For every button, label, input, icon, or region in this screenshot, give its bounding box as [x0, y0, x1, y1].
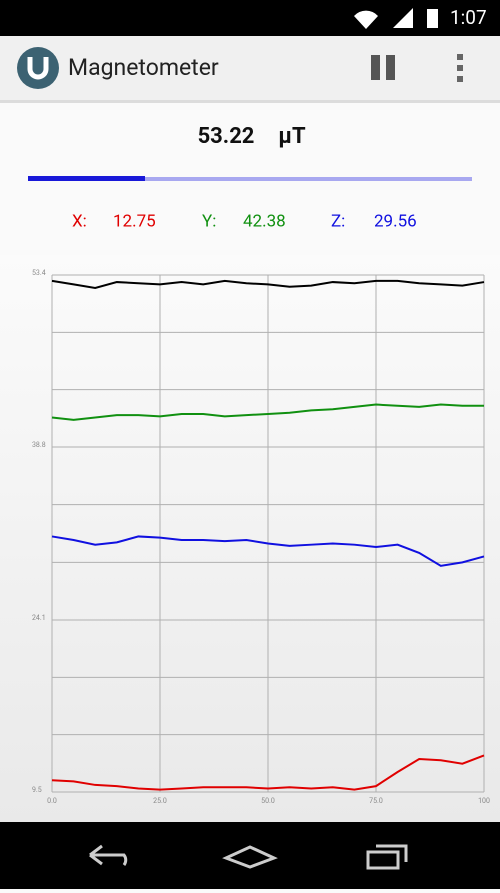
menu-dot: [457, 76, 463, 82]
pause-bar: [386, 55, 395, 80]
overflow-menu[interactable]: [457, 54, 463, 82]
progress-fill: [28, 176, 145, 181]
progress-track: [28, 177, 472, 181]
axis-label: Y:: [202, 211, 216, 231]
x-tick-label: 100: [478, 797, 490, 805]
y-tick-label: 53.4: [32, 269, 46, 277]
clock: 1:07: [450, 6, 487, 29]
series-line: [51, 535, 485, 567]
series-line: [51, 403, 484, 421]
axis-value: 42.38: [243, 211, 286, 231]
menu-dot: [457, 65, 463, 71]
signal-icon: [393, 8, 413, 28]
series-line: [51, 754, 485, 791]
magnet-glyph: [27, 57, 49, 80]
back-button[interactable]: [89, 844, 128, 866]
chart-background: [0, 255, 500, 822]
wifi-icon: [354, 10, 378, 29]
x-tick-label: 50.0: [261, 797, 275, 805]
y-tick-label: 38.8: [32, 441, 46, 449]
menu-dot: [457, 54, 463, 60]
app-icon[interactable]: [17, 47, 59, 89]
series-line: [51, 279, 485, 289]
reading-unit: μT: [278, 124, 306, 149]
recents-back: [376, 844, 408, 862]
y-tick-label: 9.5: [32, 786, 42, 794]
nav-bar: [0, 822, 500, 889]
axis-label: Z:: [331, 211, 345, 231]
home-button[interactable]: [222, 845, 278, 869]
x-tick-label: 25.0: [153, 797, 167, 805]
app-title: Magnetometer: [68, 54, 219, 81]
recents-front: [366, 850, 400, 870]
x-tick-label: 75.0: [369, 797, 383, 805]
axis-value: 12.75: [113, 211, 156, 231]
battery-icon: [427, 9, 438, 28]
axes-row: X: 12.75 Y: 42.38 Z: 29.56: [72, 211, 417, 231]
pause-bar: [371, 55, 380, 80]
x-tick-label: 0.0: [47, 797, 57, 805]
y-tick-label: 24.1: [32, 614, 46, 622]
app-bar: [0, 36, 500, 100]
recents-button[interactable]: [366, 844, 408, 870]
app-bar-shadow: [0, 100, 500, 103]
pause-button[interactable]: [371, 55, 395, 80]
status-bar: [0, 0, 500, 36]
axis-value: 29.56: [374, 211, 417, 231]
axis-label: X:: [72, 211, 87, 231]
chart: 9.5 24.1 38.8 53.4 0.0 25.0 50.0 75.0 100: [32, 269, 490, 805]
reading-value: 53.22: [198, 124, 255, 149]
